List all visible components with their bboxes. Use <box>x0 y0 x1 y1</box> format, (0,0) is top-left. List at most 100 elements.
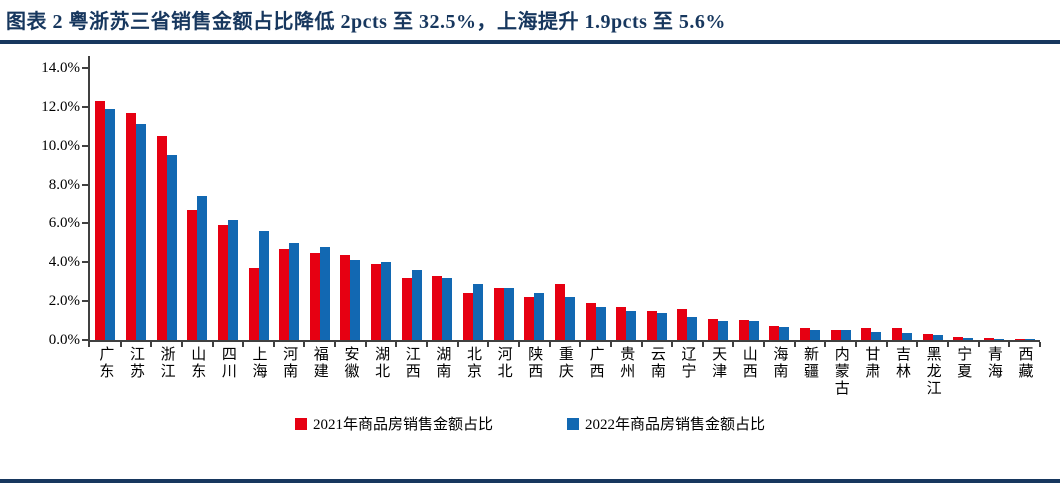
x-axis-label: 安徽 <box>342 346 359 380</box>
x-tick-mark <box>242 342 245 347</box>
bar-2022 <box>197 196 208 340</box>
bar-2022 <box>381 262 392 340</box>
x-axis-label: 浙江 <box>158 346 175 380</box>
bar-2022 <box>993 339 1004 340</box>
x-axis-label: 福建 <box>311 346 328 380</box>
bar-2022 <box>473 284 483 340</box>
bar-group <box>580 68 612 347</box>
bar-2021 <box>800 328 811 340</box>
bar-group <box>703 68 735 347</box>
x-tick-mark <box>977 342 980 347</box>
bar-group <box>856 68 888 347</box>
x-axis-label: 海南 <box>771 346 788 380</box>
bar-2021 <box>830 330 841 340</box>
bar-group <box>887 68 919 347</box>
bar-group <box>427 68 459 347</box>
bar-2021 <box>891 328 902 340</box>
x-tick-mark <box>609 342 612 347</box>
bar-group <box>519 68 551 347</box>
bar-group <box>550 68 582 347</box>
x-axis-label: 新疆 <box>802 346 819 380</box>
bar-2022 <box>166 155 177 340</box>
bar-2022 <box>442 278 453 340</box>
x-axis-label: 辽宁 <box>679 346 696 380</box>
bar-2021 <box>432 276 443 340</box>
x-tick-mark <box>88 342 90 347</box>
bar-group <box>764 68 796 347</box>
bar-2021 <box>922 334 933 340</box>
bar-2021 <box>95 101 106 340</box>
bar-2022 <box>901 333 912 340</box>
x-tick-mark <box>855 342 858 347</box>
bar-group <box>243 68 275 347</box>
x-tick-mark <box>180 342 183 347</box>
x-axis-label: 吉林 <box>893 346 910 380</box>
bar-2021 <box>616 307 627 340</box>
bar-2022 <box>534 293 545 340</box>
bar-2021 <box>463 293 473 340</box>
page-bottom-divider <box>0 479 1060 483</box>
x-tick-mark <box>395 342 398 347</box>
x-tick-mark <box>426 342 429 347</box>
y-axis-line <box>88 56 90 340</box>
x-tick-mark <box>456 342 459 347</box>
legend-swatch-2021 <box>294 417 307 430</box>
bar-2022 <box>687 317 698 340</box>
x-axis-label: 青海 <box>985 346 1002 380</box>
bar-2022 <box>748 321 759 340</box>
bar-2021 <box>677 309 688 340</box>
x-tick-mark <box>364 342 367 347</box>
y-tick-label: 6.0% <box>48 215 80 232</box>
bar-2022 <box>779 327 790 340</box>
bar-2022 <box>1024 339 1035 340</box>
bar-group <box>304 68 337 347</box>
bar-2022 <box>626 311 637 340</box>
bar-2021 <box>708 319 719 340</box>
x-axis-label: 天津 <box>710 346 727 380</box>
x-axis-label: 湖北 <box>373 346 390 380</box>
x-axis-label: 贵州 <box>618 346 635 380</box>
y-tick-mark <box>82 261 88 264</box>
chart-header: 图表 2 粤浙苏三省销售金额占比降低 2pcts 至 32.5%，上海提升 1.… <box>0 0 1060 38</box>
legend-label-2022: 2022年商品房销售金额占比 <box>585 417 766 433</box>
x-axis-label: 宁夏 <box>955 346 972 380</box>
x-tick-mark <box>487 342 490 347</box>
y-tick-mark <box>82 67 88 69</box>
x-axis-label: 内蒙古 <box>832 346 849 397</box>
x-axis-label: 重庆 <box>556 346 573 380</box>
x-tick-mark <box>793 342 796 347</box>
bar-2021 <box>125 113 136 340</box>
x-tick-mark <box>946 342 949 347</box>
bar-2021 <box>371 264 382 340</box>
bar-group <box>672 68 704 347</box>
bar-2022 <box>258 231 269 340</box>
legend-swatch-2022 <box>567 417 579 430</box>
x-tick-mark <box>671 342 674 347</box>
x-tick-mark <box>150 342 153 347</box>
y-tick-label: 0.0% <box>48 332 80 348</box>
x-axis-label: 北京 <box>465 346 481 380</box>
y-tick-mark <box>82 144 88 147</box>
bar-2021 <box>309 253 320 340</box>
y-tick-mark <box>82 300 88 303</box>
bar-2021 <box>646 311 657 340</box>
y-tick-label: 8.0% <box>48 176 80 193</box>
bar-2021 <box>585 303 596 340</box>
x-axis-label: 云南 <box>648 346 665 380</box>
bar-2022 <box>564 297 575 340</box>
bar-group <box>917 68 949 347</box>
x-tick-mark <box>916 342 919 347</box>
legend-item-2022: 2022年商品房销售金额占比 <box>567 413 765 434</box>
x-axis-label: 山西 <box>740 346 757 380</box>
x-axis-label: 四川 <box>219 346 236 380</box>
x-axis-label: 广东 <box>97 346 114 380</box>
bar-2022 <box>963 338 974 340</box>
x-tick-mark <box>701 342 704 347</box>
bar-group <box>182 68 214 347</box>
bar-2021 <box>187 210 198 340</box>
bar-group <box>979 68 1011 347</box>
title-divider <box>0 40 1060 44</box>
bar-group <box>121 68 153 347</box>
bar-group <box>458 68 490 347</box>
x-axis-label: 陕西 <box>526 346 543 380</box>
